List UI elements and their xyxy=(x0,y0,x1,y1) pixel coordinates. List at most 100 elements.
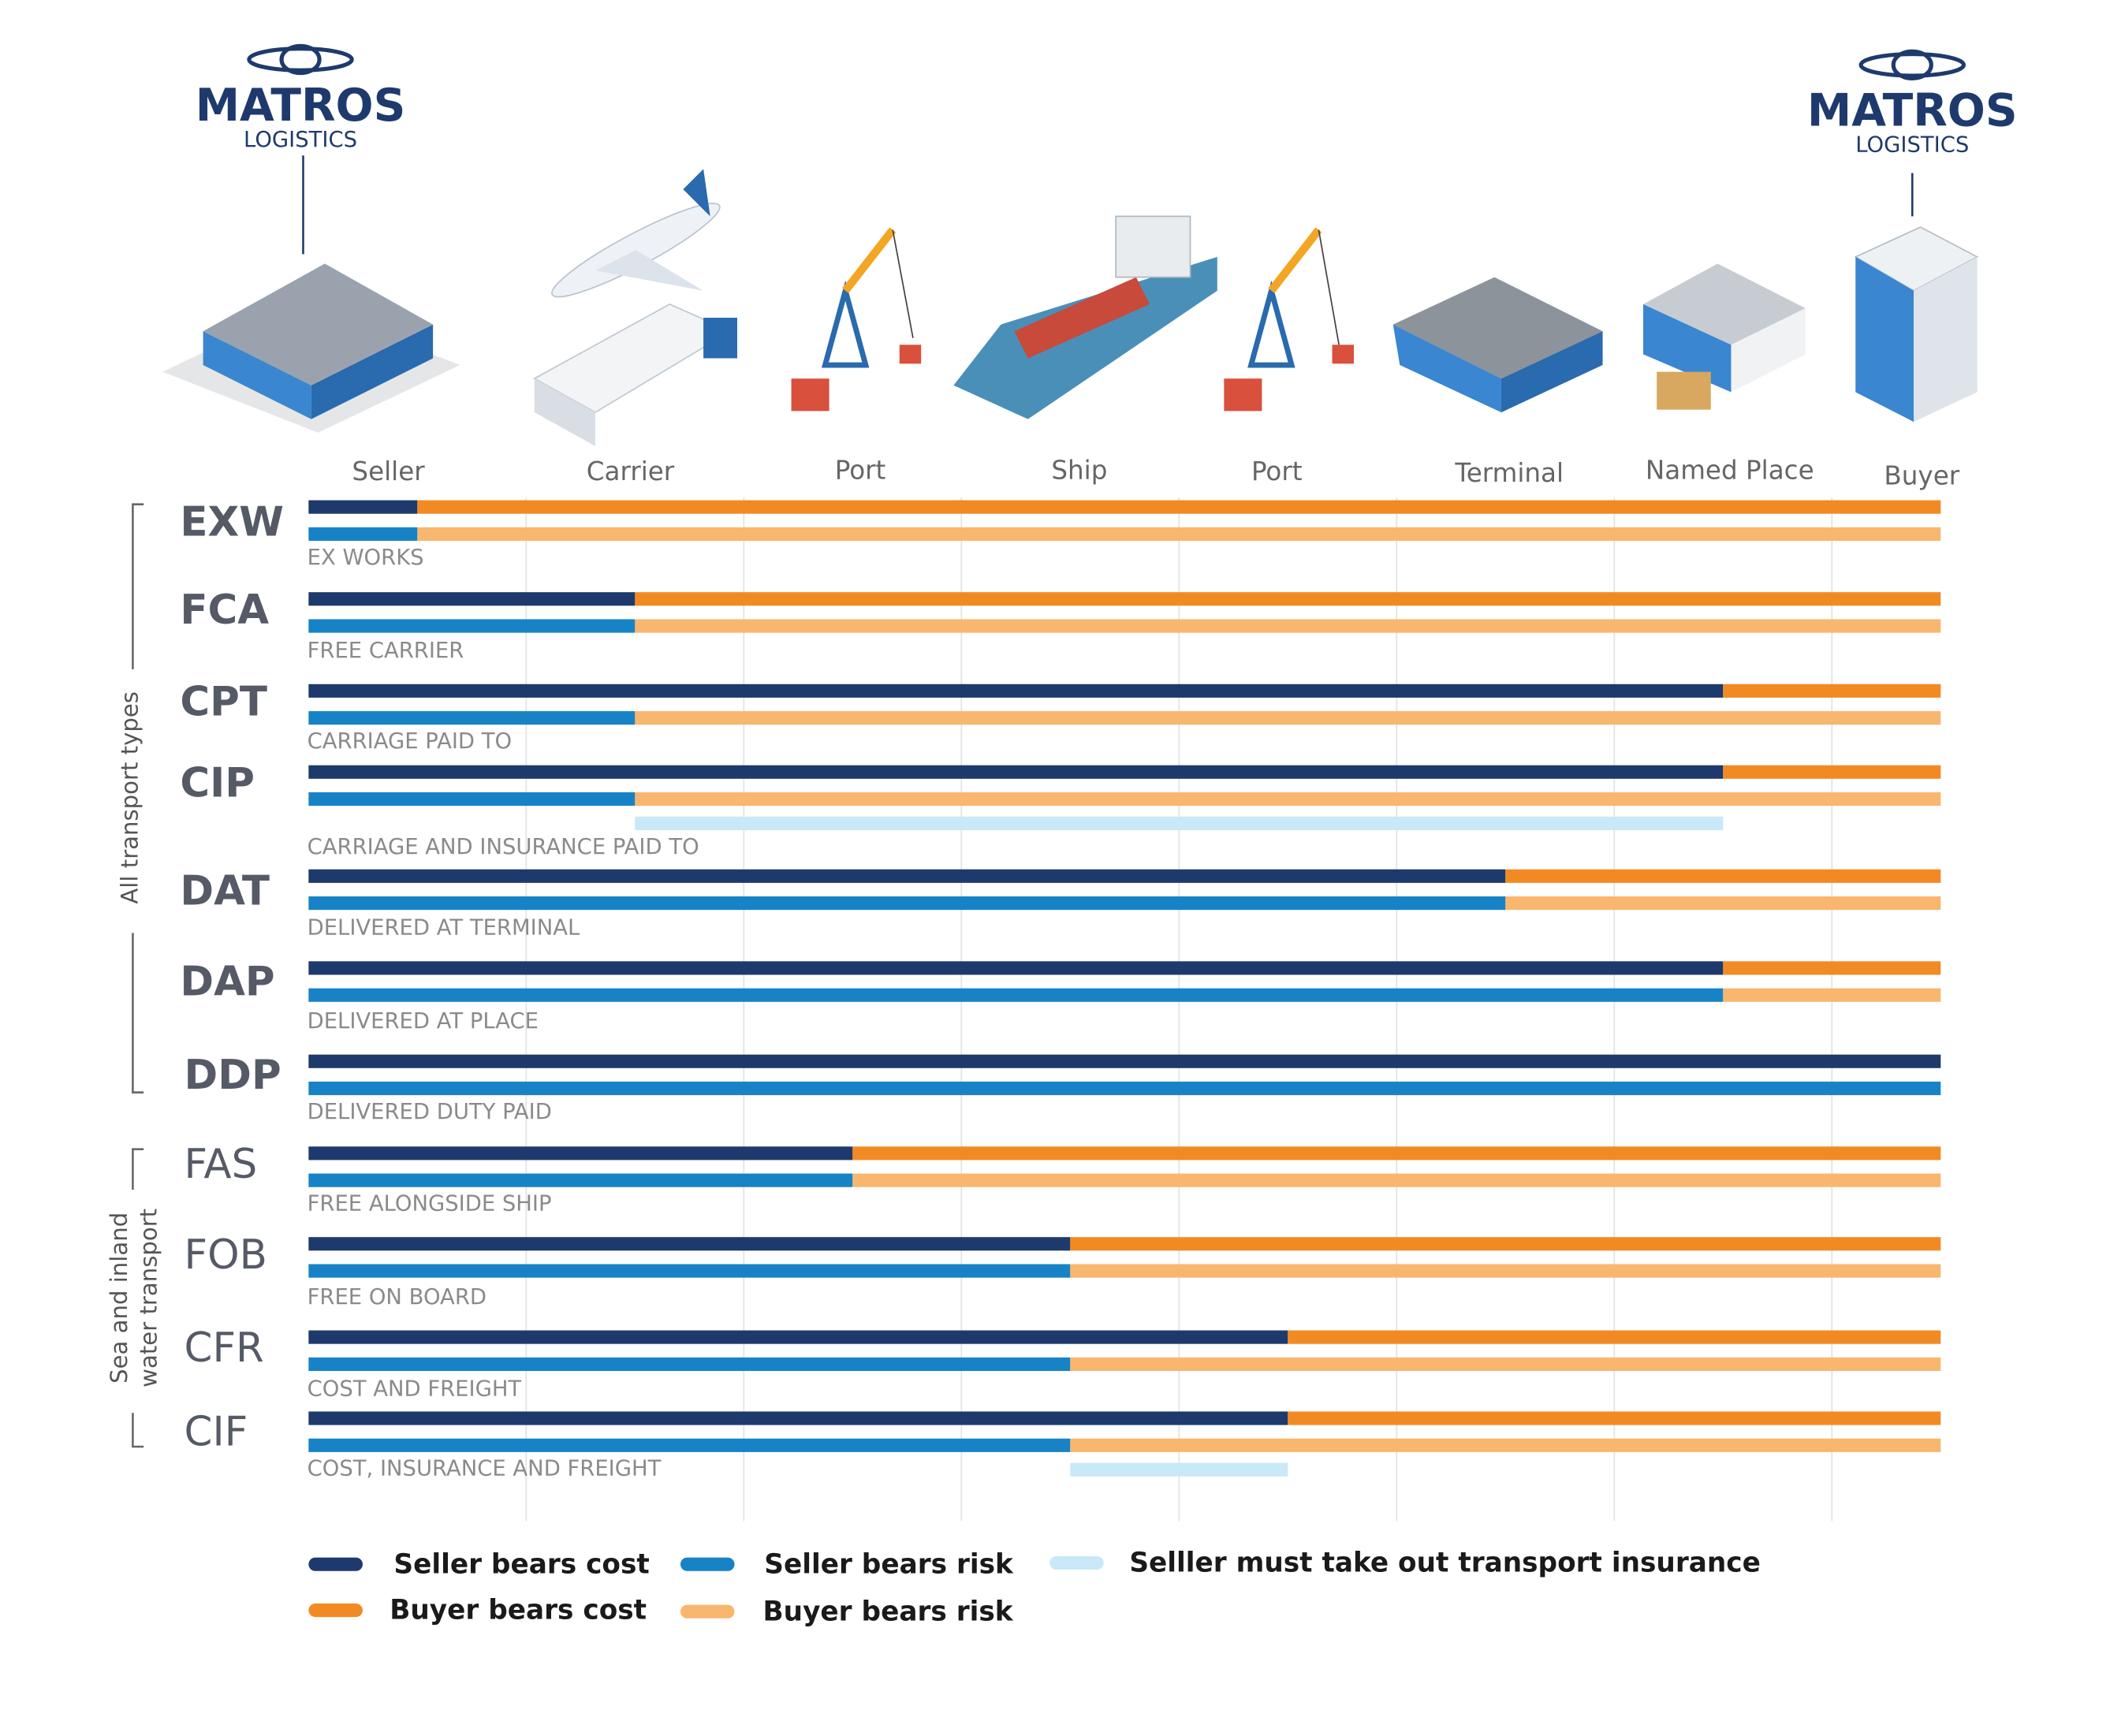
bar-segment xyxy=(635,619,1941,633)
seller-warehouse xyxy=(311,324,434,419)
bracket xyxy=(132,1413,144,1448)
bar-segment xyxy=(308,869,1506,883)
bar-segment xyxy=(308,711,636,725)
stage-label: Seller xyxy=(352,456,425,486)
term-code: CIF xyxy=(185,1409,248,1456)
bracket xyxy=(132,933,144,1093)
term-code: DAT xyxy=(180,868,270,915)
group-label: water transport xyxy=(136,1209,162,1388)
legend-swatch xyxy=(1049,1555,1104,1570)
legend-swatch xyxy=(680,1557,735,1571)
term-code: CPT xyxy=(180,678,267,725)
bar-segment xyxy=(308,1357,1071,1371)
bar-segment xyxy=(308,1173,853,1187)
stage-label: Ship xyxy=(1051,456,1107,486)
bar-segment xyxy=(308,1264,1071,1278)
bar-segment xyxy=(1723,961,1941,975)
bar-segment xyxy=(1070,1237,1941,1251)
term-code: FCA xyxy=(180,587,269,634)
bar-segment xyxy=(1070,1264,1941,1278)
stage-label: Named Place xyxy=(1646,456,1814,486)
legend-label: Buyer bears risk xyxy=(763,1596,1014,1627)
logo-knot xyxy=(1891,49,1933,81)
buyer-building xyxy=(1913,256,1978,423)
named-place xyxy=(1731,308,1806,393)
bar-segment xyxy=(308,500,418,514)
bar-segment xyxy=(1288,1330,1941,1344)
logo-sub: LOGISTICS xyxy=(1855,133,1969,158)
named-place-roof xyxy=(1643,263,1806,345)
crane xyxy=(791,227,922,412)
terminal-roof xyxy=(1392,277,1603,379)
bar-segment xyxy=(308,1054,1941,1068)
ship-bridge xyxy=(1115,215,1191,278)
bar-segment xyxy=(852,1173,1941,1187)
term-name: CARRIAGE AND INSURANCE PAID TO xyxy=(308,835,699,859)
airplane-wing xyxy=(595,250,704,291)
bar-segment xyxy=(308,961,1724,975)
insurance-bar xyxy=(635,816,1724,830)
seller-roof xyxy=(203,263,434,386)
term-name: COST AND FREIGHT xyxy=(308,1377,522,1401)
ship-containers xyxy=(1014,277,1150,359)
bar-segment xyxy=(308,1438,1071,1452)
truck xyxy=(534,378,595,446)
terminal xyxy=(1500,331,1603,413)
legend-swatch xyxy=(680,1604,735,1619)
bar-segment xyxy=(417,527,1941,541)
bar-segment xyxy=(635,592,1941,606)
logo-name: MATROS xyxy=(1807,85,2018,137)
bar-segment xyxy=(308,684,1724,698)
bar-segment xyxy=(308,1330,1288,1344)
legend-label: Buyer bears cost xyxy=(390,1595,647,1626)
boxes xyxy=(1657,371,1711,410)
stage-label: Terminal xyxy=(1454,458,1564,488)
bracket xyxy=(132,503,144,669)
seller-warehouse xyxy=(203,331,311,419)
ship-hull xyxy=(953,256,1217,419)
group-label: Sea and inland xyxy=(106,1213,132,1384)
bracket xyxy=(132,1148,144,1190)
bar-segment xyxy=(308,527,418,541)
bar-segment xyxy=(1723,684,1941,698)
term-code: FOB xyxy=(185,1231,267,1279)
truck-cab xyxy=(703,318,737,359)
bar-segment xyxy=(635,711,1941,725)
bar-segment xyxy=(1070,1438,1941,1452)
term-name: DELIVERED AT TERMINAL xyxy=(308,916,580,941)
logo-left: MATROS LOGISTICS xyxy=(196,43,406,255)
bar-segment xyxy=(417,500,1941,514)
term-code: EXW xyxy=(180,498,284,546)
logo-right: MATROS LOGISTICS xyxy=(1807,49,2018,217)
term-name: FREE ALONGSIDE SHIP xyxy=(308,1192,552,1216)
term-name: DELIVERED AT PLACE xyxy=(308,1009,539,1034)
logo-name: MATROS xyxy=(196,80,406,132)
bar-segment xyxy=(308,896,1506,911)
logo-knot xyxy=(247,47,354,73)
bar-segment xyxy=(308,1081,1941,1096)
airplane-tail xyxy=(683,169,710,217)
bar-segment xyxy=(635,792,1941,807)
logo-knot xyxy=(279,43,322,76)
bar-segment xyxy=(308,1146,853,1160)
term-name: DELIVERED DUTY PAID xyxy=(308,1100,552,1124)
term-code: CIP xyxy=(180,759,255,807)
stage-label: Port xyxy=(1251,456,1303,486)
group-label: All transport types xyxy=(117,691,144,904)
bar-segment xyxy=(1723,988,1941,1002)
bar-segment xyxy=(308,592,636,606)
buyer-building xyxy=(1855,256,1914,423)
logo-sub: LOGISTICS xyxy=(244,128,357,152)
bar-segment xyxy=(1505,896,1941,911)
bar-segment xyxy=(1505,869,1941,883)
term-name: COST, INSURANCE AND FREIGHT xyxy=(308,1457,662,1481)
illustrations xyxy=(162,169,1979,446)
named-place xyxy=(1643,304,1732,393)
bar-segment xyxy=(308,988,1724,1002)
term-code: CFR xyxy=(185,1324,264,1372)
term-name: CARRIAGE PAID TO xyxy=(308,729,512,754)
insurance-bar xyxy=(1070,1462,1288,1477)
term-code: FAS xyxy=(185,1141,258,1188)
